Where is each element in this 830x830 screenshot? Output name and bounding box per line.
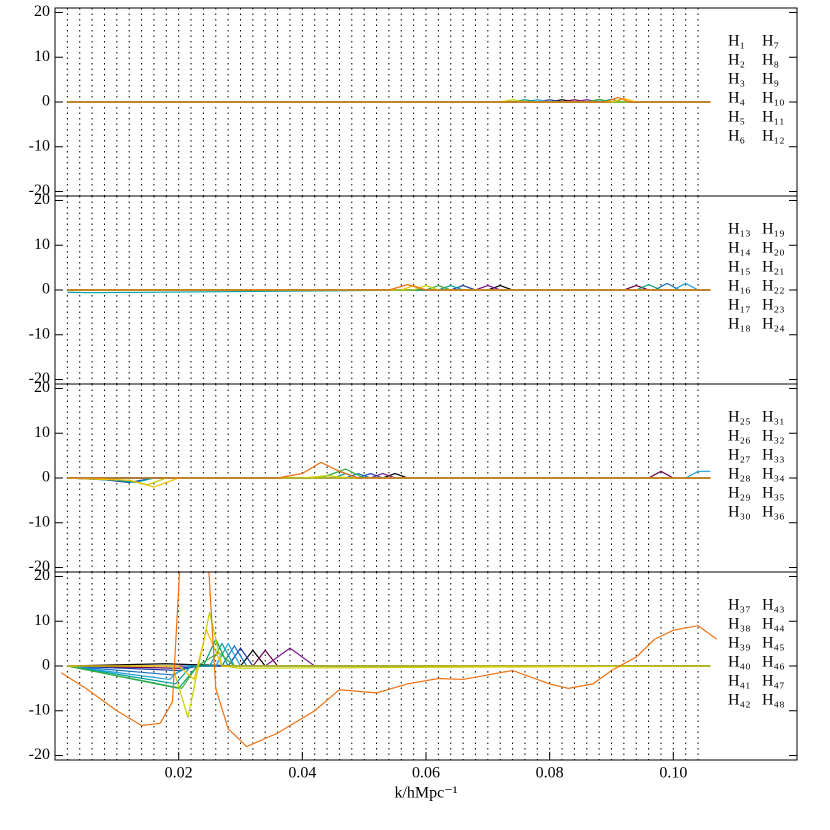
y-tick-label: 0 xyxy=(42,281,50,298)
legend-label: H₃₇ xyxy=(728,597,751,614)
series-line xyxy=(67,284,711,291)
legend-label: H₃₄ xyxy=(762,466,785,483)
panel-frame xyxy=(54,571,798,761)
plot xyxy=(67,282,711,294)
y-tick-label: -10 xyxy=(29,513,50,530)
legend-label: H₉ xyxy=(762,71,779,88)
series-line xyxy=(60,572,717,748)
legend-label: H₁₁ xyxy=(762,109,785,126)
legend-label: H₁₃ xyxy=(728,221,751,238)
plot xyxy=(67,461,711,488)
legend-label: H₃₆ xyxy=(762,504,785,521)
legend-label: H₂₈ xyxy=(728,466,751,483)
legend-label: H₄₁ xyxy=(728,673,751,690)
legend-label: H₄₄ xyxy=(762,616,785,633)
legend-label: H₁₉ xyxy=(762,221,785,238)
y-tick-label: 20 xyxy=(34,567,50,584)
y-tick-label: -20 xyxy=(29,182,50,199)
legend-label: H₂₂ xyxy=(762,278,785,295)
y-tick-label: 10 xyxy=(34,48,50,65)
series-line xyxy=(67,284,711,291)
legend-label: H₁₀ xyxy=(762,90,785,107)
legend-label: H₂₄ xyxy=(762,316,785,333)
y-tick-label: 10 xyxy=(34,424,50,441)
legend-label: H₃₅ xyxy=(762,485,785,502)
legend-label: H₃₁ xyxy=(762,409,785,426)
y-tick-label: 20 xyxy=(34,3,50,20)
y-tick-label: -20 xyxy=(29,558,50,575)
series-line xyxy=(67,284,711,291)
legend-label: H₃₃ xyxy=(762,447,785,464)
x-tick-label: 0.08 xyxy=(536,765,564,782)
y-tick-label: 20 xyxy=(34,191,50,208)
legend-label: H₁₇ xyxy=(728,297,751,314)
series-line xyxy=(67,284,711,291)
legend-label: H₆ xyxy=(728,128,745,145)
legend-label: H₁₆ xyxy=(728,278,751,295)
legend-label: H₈ xyxy=(762,52,779,69)
legend-label: H₅ xyxy=(728,109,745,126)
legend-label: H₄₀ xyxy=(728,654,751,671)
y-tick-label: -20 xyxy=(29,370,50,387)
legend-label: H₂₅ xyxy=(728,409,751,426)
series-line xyxy=(67,96,711,103)
legend-label: H₇ xyxy=(762,33,779,50)
legend-label: H₂₀ xyxy=(762,240,785,257)
series-line xyxy=(67,628,711,681)
legend-label: H₄₈ xyxy=(762,692,785,709)
y-tick-label: 0 xyxy=(42,469,50,486)
legend-label: H₄₇ xyxy=(762,673,785,690)
y-tick-label: 10 xyxy=(34,612,50,629)
legend-label: H₁₂ xyxy=(762,128,785,145)
y-tick-label: -10 xyxy=(29,137,50,154)
legend-label: H₄₆ xyxy=(762,654,785,671)
legend-label: H₄₃ xyxy=(762,597,785,614)
x-axis-label: k/hMpc⁻¹ xyxy=(394,785,457,802)
legend-label: H₂₁ xyxy=(762,259,785,276)
legend-label: H₂ xyxy=(728,52,745,69)
legend-label: H₂₆ xyxy=(728,428,751,445)
legend-label: H₃ xyxy=(728,71,745,88)
series-line xyxy=(67,649,711,667)
legend-label: H₁₅ xyxy=(728,259,751,276)
legend-label: H₃₀ xyxy=(728,504,751,521)
series-line xyxy=(67,284,711,291)
x-tick-label: 0.10 xyxy=(659,765,687,782)
series-line xyxy=(67,461,711,479)
series-line xyxy=(67,284,711,291)
series-line xyxy=(67,468,711,479)
y-tick-label: -10 xyxy=(29,701,50,718)
legend-label: H₄₂ xyxy=(728,692,751,709)
legend-label: H₁₈ xyxy=(728,316,751,333)
legend-label: H₂₇ xyxy=(728,447,751,464)
legend-label: H₃₈ xyxy=(728,616,751,633)
legend-label: H₁ xyxy=(728,33,745,50)
series-line xyxy=(67,477,711,488)
legend-label: H₂₃ xyxy=(762,297,785,314)
y-tick-label: -20 xyxy=(29,746,50,763)
y-tick-label: 10 xyxy=(34,236,50,253)
legend-label: H₂₉ xyxy=(728,485,751,502)
legend-label: H₄₅ xyxy=(762,635,785,652)
x-tick-label: 0.06 xyxy=(412,765,440,782)
y-tick-label: 0 xyxy=(42,657,50,674)
y-tick-label: 20 xyxy=(34,379,50,396)
x-tick-label: 0.02 xyxy=(165,765,193,782)
y-tick-label: -10 xyxy=(29,325,50,342)
legend-label: H₁₄ xyxy=(728,240,751,257)
series-line xyxy=(67,284,711,291)
plot xyxy=(67,96,711,103)
series-line xyxy=(67,472,711,479)
y-tick-label: 0 xyxy=(42,93,50,110)
series-line xyxy=(67,284,711,294)
plot xyxy=(60,572,717,748)
legend-label: H₃₂ xyxy=(762,428,785,445)
series-line xyxy=(67,284,711,291)
legend-label: H₄ xyxy=(728,90,746,107)
legend-label: H₃₉ xyxy=(728,635,751,652)
x-tick-label: 0.04 xyxy=(288,765,316,782)
